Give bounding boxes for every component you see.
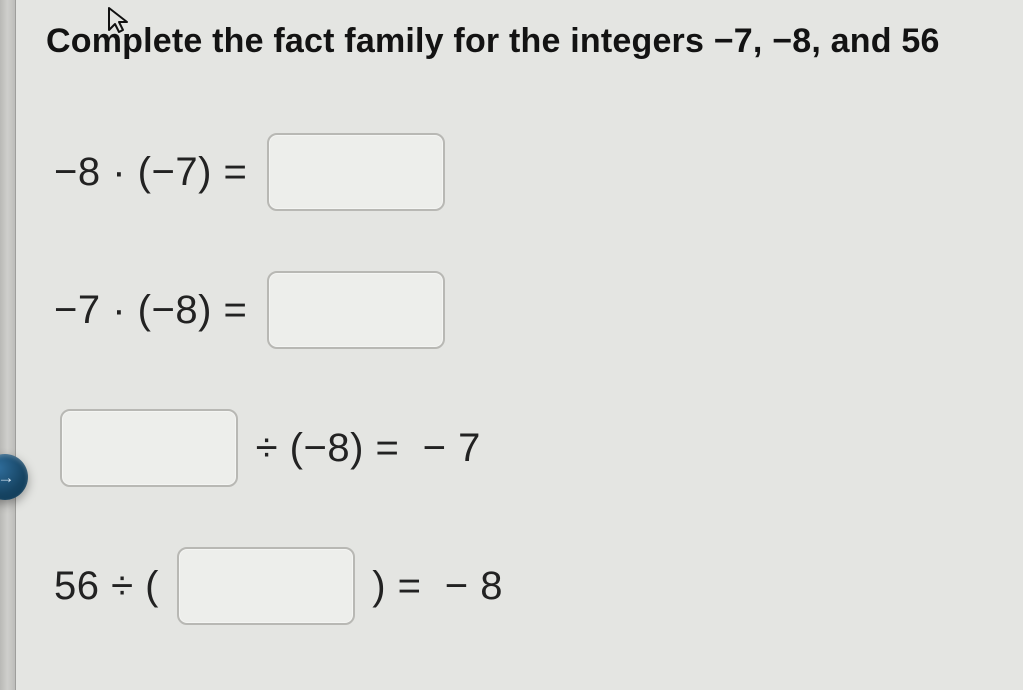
equation-2-left: −7 · (−8) = <box>54 288 247 333</box>
equation-row-4: 56 ÷ ( ) = − 8 <box>54 547 1023 625</box>
scrollbar-rail[interactable] <box>0 0 16 690</box>
equation-row-2: −7 · (−8) = <box>54 271 1023 349</box>
answer-box-2[interactable] <box>267 271 445 349</box>
answer-box-1[interactable] <box>267 133 445 211</box>
title-text: Complete the fact family for the integer… <box>46 22 940 60</box>
answer-box-3[interactable] <box>60 409 238 487</box>
equation-4-left: 56 ÷ ( <box>54 564 171 609</box>
equation-row-3: ÷ (−8) = − 7 <box>54 409 1023 487</box>
equation-list: −8 · (−7) = −7 · (−8) = ÷ (−8) = − 7 56 … <box>46 133 1023 625</box>
page-title: Complete the fact family for the integer… <box>46 22 1023 61</box>
equation-3-right: ÷ (−8) = − 7 <box>244 426 481 471</box>
answer-box-4[interactable] <box>177 547 355 625</box>
equation-4-right: ) = − 8 <box>361 564 503 609</box>
arrow-right-icon: → <box>0 469 15 486</box>
worksheet-page: Complete the fact family for the integer… <box>0 0 1023 625</box>
equation-1-left: −8 · (−7) = <box>54 150 247 195</box>
equation-row-1: −8 · (−7) = <box>54 133 1023 211</box>
